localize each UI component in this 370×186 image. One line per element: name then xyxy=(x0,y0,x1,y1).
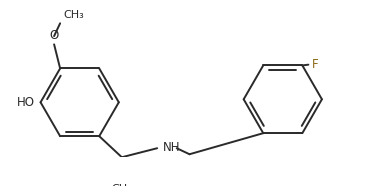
Text: CH₃: CH₃ xyxy=(63,10,84,20)
Text: F: F xyxy=(312,58,318,71)
Text: O: O xyxy=(50,29,59,42)
Text: CH₃: CH₃ xyxy=(111,184,132,186)
Text: HO: HO xyxy=(17,96,34,109)
Text: NH: NH xyxy=(162,141,180,154)
